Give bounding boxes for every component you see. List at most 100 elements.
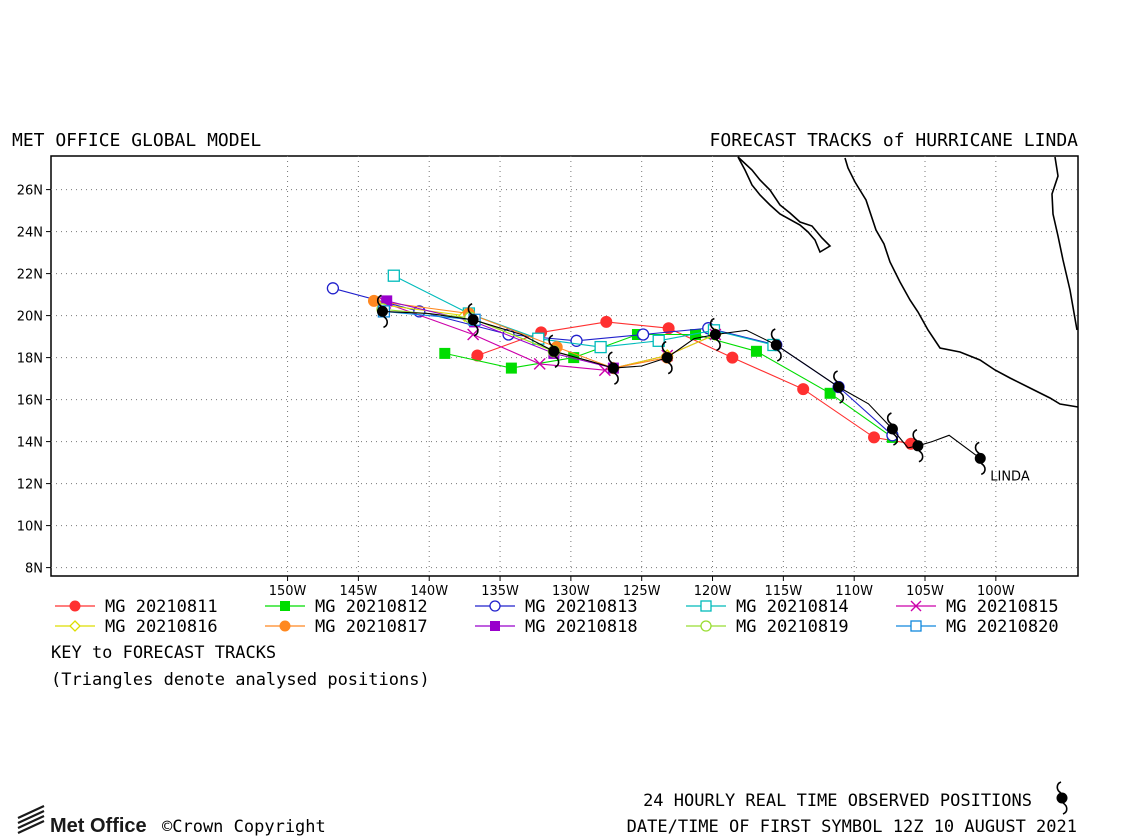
hurricane-symbol (770, 328, 782, 362)
lat-tick-label: 8N (25, 562, 43, 577)
legend-entry-4: MG 20210815 (896, 597, 1059, 617)
model-title: MET OFFICE GLOBAL MODEL (12, 130, 261, 151)
coastline (737, 156, 1079, 408)
track-line (444, 333, 893, 438)
lon-tick-label: 110W (835, 584, 873, 599)
track-point (824, 387, 836, 399)
track-line (383, 310, 475, 321)
legend-marker (700, 600, 712, 612)
track-point (532, 332, 545, 345)
legend-label: MG 20210820 (946, 617, 1059, 637)
track-point (662, 322, 675, 335)
track-point (750, 345, 762, 357)
track-point (652, 334, 665, 347)
hurricane-symbol (661, 340, 673, 375)
track-point (439, 347, 451, 359)
legend-marker (700, 620, 712, 632)
lat-tick-label: 10N (17, 520, 43, 535)
track-point (726, 351, 739, 364)
hurricane-symbol (607, 351, 619, 385)
key-note: (Triangles denote analysed positions) (51, 670, 430, 690)
legend-marker (69, 620, 81, 632)
legend-marker (279, 620, 291, 632)
legend-entry-1: MG 20210812 (265, 597, 428, 617)
lat-tick-label: 14N (17, 436, 43, 451)
track-point (690, 329, 702, 340)
logo-text: Met Office (50, 815, 147, 837)
first-symbol-datetime: DATE/TIME OF FIRST SYMBOL 12Z 10 AUGUST … (627, 817, 1077, 837)
legend-marker (280, 601, 290, 611)
lat-tick-label: 12N (17, 478, 43, 493)
key-title: KEY to FORECAST TRACKS (51, 643, 276, 663)
legend-marker (69, 600, 81, 612)
legend-marker (910, 600, 922, 612)
hurricane-symbol (709, 317, 721, 352)
lon-tick-label: 130W (552, 584, 590, 599)
lat-tick-label: 22N (17, 268, 43, 283)
legend-marker (490, 621, 500, 631)
legend-entry-9: MG 20210820 (896, 617, 1059, 637)
hurricane-symbol (833, 370, 845, 404)
track-point (326, 282, 340, 295)
legend-label: MG 20210817 (315, 617, 428, 637)
track-point (533, 357, 546, 370)
lon-tick-label: 150W (269, 584, 307, 599)
lon-tick-label: 145W (340, 584, 378, 599)
hurricane-symbol (974, 441, 986, 476)
track-point (600, 315, 613, 328)
hurricane-symbol (912, 429, 924, 463)
track-point (636, 328, 650, 341)
lat-tick-label: 18N (17, 352, 43, 367)
chart-title: FORECAST TRACKS of HURRICANE LINDA (710, 130, 1079, 151)
track-point (868, 431, 881, 444)
observed-track (376, 294, 986, 476)
lon-tick-label: 100W (977, 584, 1015, 599)
track-point (568, 352, 580, 364)
met-office-logo-icon (17, 805, 45, 834)
legend-entry-8: MG 20210819 (686, 617, 849, 637)
legend-entry-2: MG 20210813 (475, 597, 638, 617)
legend-label: MG 20210819 (736, 617, 849, 637)
axis-labels: 150W 145W 140W 135W 130W 125W 120W 115W 110W 105W… (17, 184, 1015, 599)
hurricane-symbol-icon (1056, 781, 1068, 815)
track-point (594, 340, 607, 354)
met-office-logo: Met Office (17, 805, 147, 837)
legend-marker (910, 620, 922, 632)
legend-label: MG 20210812 (315, 597, 428, 617)
track-line (386, 300, 614, 369)
legend-label: MG 20210814 (736, 597, 849, 617)
track-point (387, 269, 400, 282)
lon-tick-label: 120W (694, 584, 732, 599)
legend-label: MG 20210813 (525, 597, 638, 617)
hurricane-symbol (376, 294, 389, 329)
lat-tick-label: 26N (17, 184, 43, 199)
legend-label: MG 20210818 (525, 617, 638, 637)
hurricane-symbol (1056, 781, 1068, 815)
legend: MG 20210811 MG 20210812 MG 20210813 MG 2021… (55, 597, 1059, 637)
legend-entry-6: MG 20210817 (265, 617, 428, 637)
lon-tick-label: 140W (410, 584, 448, 599)
lon-tick-label: 125W (623, 584, 661, 599)
legend-label: MG 20210811 (105, 597, 218, 617)
legend-marker (489, 600, 501, 612)
lon-tick-label: 135W (481, 584, 519, 599)
hurricane-symbol (548, 334, 560, 369)
lat-tick-label: 24N (17, 226, 43, 241)
lat-tick-label: 16N (17, 394, 43, 409)
track-point (367, 294, 380, 307)
hurricane-symbol (467, 303, 479, 337)
track-point (381, 295, 393, 307)
legend-entry-7: MG 20210818 (475, 617, 638, 637)
legend-entry-3: MG 20210814 (686, 597, 849, 617)
legend-label: MG 20210816 (105, 617, 218, 637)
legend-entry-5: MG 20210816 (55, 617, 218, 637)
track-point (467, 328, 480, 341)
lat-tick-label: 20N (17, 310, 43, 325)
copyright: ©Crown Copyright (162, 817, 326, 837)
storm-label: LINDA (990, 469, 1030, 484)
track-point (797, 383, 810, 396)
hurricane-symbol (886, 412, 898, 446)
legend-entry-0: MG 20210811 (55, 597, 218, 617)
track-point (505, 362, 517, 374)
